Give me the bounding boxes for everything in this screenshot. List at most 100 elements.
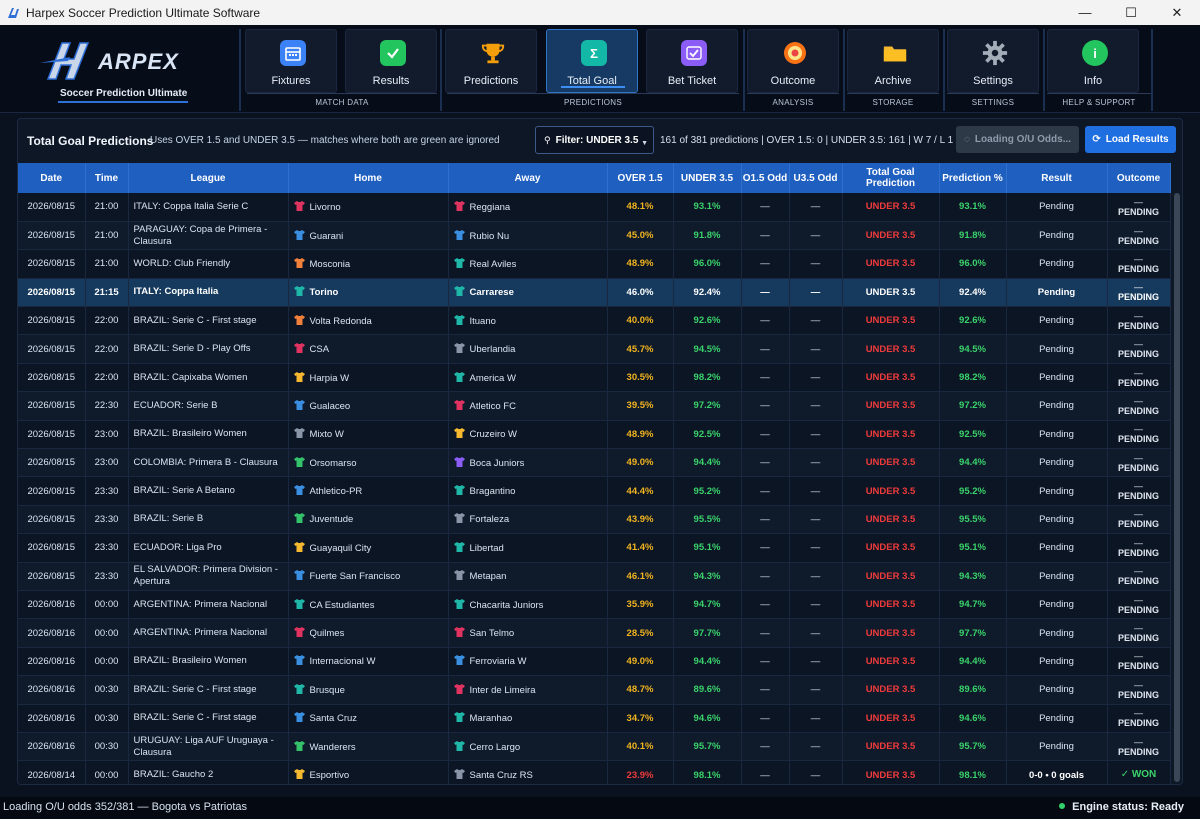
away-team-cell: Ferroviaria W — [448, 647, 608, 677]
u35-odd-cell: — — [789, 476, 843, 506]
under-3-5-cell: 94.5% — [673, 334, 742, 364]
column-header[interactable]: Total Goal Prediction — [842, 163, 940, 193]
panel-toolbar: Total Goal Predictions Uses OVER 1.5 and… — [18, 119, 1182, 161]
jersey-icon — [293, 257, 305, 268]
vertical-scrollbar[interactable] — [1174, 193, 1180, 782]
bet-ticket-button[interactable]: Bet Ticket — [646, 29, 738, 93]
outcome-dash: — — [1134, 367, 1143, 378]
table-row[interactable]: 2026/08/15 22:30 ECUADOR: Serie B Gualaceo A… — [18, 391, 1171, 421]
column-header[interactable]: UNDER 3.5 — [673, 163, 742, 193]
table-row[interactable]: 2026/08/15 21:00 PARAGUAY: Copa de Primera… — [18, 221, 1171, 251]
time-cell: 23:30 — [85, 505, 129, 535]
away-team-cell: Ituano — [448, 306, 608, 336]
column-header[interactable]: U3.5 Odd — [789, 163, 843, 193]
under-3-5-cell: 95.5% — [673, 505, 742, 535]
u35-odd-cell: — — [789, 704, 843, 733]
league-cell: URUGUAY: Liga AUF Uruguaya - Clausura — [128, 732, 289, 762]
fixtures-button[interactable]: Fixtures — [245, 29, 337, 93]
outcome-button[interactable]: Outcome — [747, 29, 839, 93]
column-header[interactable]: Outcome — [1107, 163, 1171, 193]
u35-odd-cell: — — [789, 278, 843, 308]
table-row[interactable]: 2026/08/14 00:00 BRAZIL: Gaucho 2 Esportivo… — [18, 760, 1171, 784]
under-3-5-cell: 93.1% — [673, 193, 742, 222]
column-header[interactable]: Away — [448, 163, 608, 193]
table-row[interactable]: 2026/08/16 00:00 BRAZIL: Brasileiro Women I… — [18, 647, 1171, 677]
close-button[interactable]: ✕ — [1171, 4, 1183, 20]
settings-button[interactable]: Settings — [947, 29, 1039, 93]
filter-dropdown[interactable]: ⚲ Filter: UNDER 3.5 ▼ — [535, 126, 654, 154]
column-header[interactable]: OVER 1.5 — [607, 163, 674, 193]
jersey-icon — [293, 200, 305, 211]
table-row[interactable]: 2026/08/15 21:15 ITALY: Coppa Italia Torino… — [18, 278, 1171, 308]
jersey-icon — [453, 683, 465, 694]
o15-odd-cell: — — [741, 334, 790, 364]
scrollbar-thumb[interactable] — [1174, 193, 1180, 782]
column-header[interactable]: Prediction % — [939, 163, 1007, 193]
table-row[interactable]: 2026/08/15 22:00 BRAZIL: Serie C - First s… — [18, 306, 1171, 336]
archive-button[interactable]: Archive — [847, 29, 939, 93]
table-row[interactable]: 2026/08/15 23:30 BRAZIL: Serie A Betano Ath… — [18, 476, 1171, 506]
away-team-cell: Libertad — [448, 533, 608, 563]
outcome-status: PENDING — [1117, 689, 1159, 700]
time-cell: 00:00 — [85, 760, 129, 784]
column-header[interactable]: Home — [288, 163, 449, 193]
time-cell: 00:00 — [85, 647, 129, 677]
table-row[interactable]: 2026/08/15 23:00 COLOMBIA: Primera B - Cla… — [18, 448, 1171, 478]
ribbon-separator — [1151, 29, 1153, 111]
outcome-dash: — — [1134, 537, 1143, 548]
column-header[interactable]: Result — [1006, 163, 1108, 193]
column-header[interactable]: Time — [85, 163, 129, 193]
predictions-button[interactable]: Predictions — [445, 29, 537, 93]
table-row[interactable]: 2026/08/15 23:30 ECUADOR: Liga Pro Guayaqui… — [18, 533, 1171, 563]
date-cell: 2026/08/16 — [18, 732, 86, 762]
u35-odd-cell: — — [789, 420, 843, 450]
table-row[interactable]: 2026/08/15 23:30 EL SALVADOR: Primera Divi… — [18, 562, 1171, 591]
u35-odd-cell: — — [789, 221, 843, 251]
column-header[interactable]: League — [128, 163, 289, 193]
away-team-name: Santa Cruz RS — [469, 770, 533, 781]
table-row[interactable]: 2026/08/15 22:00 BRAZIL: Capixaba Women Har… — [18, 363, 1171, 393]
o15-odd-cell: — — [741, 221, 790, 251]
table-row[interactable]: 2026/08/16 00:30 BRAZIL: Serie C - First s… — [18, 675, 1171, 705]
column-header[interactable]: Date — [18, 163, 86, 193]
table-row[interactable]: 2026/08/16 00:00 ARGENTINA: Primera Nacion… — [18, 618, 1171, 648]
home-team-name: Esportivo — [309, 770, 350, 781]
home-team-name: Mixto W — [309, 429, 344, 441]
jersey-icon — [293, 371, 305, 382]
home-team-name: Guayaquil City — [309, 542, 372, 554]
table-row[interactable]: 2026/08/15 23:30 BRAZIL: Serie B Juventude F… — [18, 505, 1171, 535]
over-1-5-cell: 48.9% — [607, 249, 674, 279]
away-team-name: Cerro Largo — [469, 741, 521, 753]
total-goal-prediction-cell: UNDER 3.5 — [842, 647, 940, 677]
table-row[interactable]: 2026/08/15 21:00 WORLD: Club Friendly Mosco… — [18, 249, 1171, 279]
jersey-icon — [453, 343, 465, 354]
engine-status: Engine status: Ready — [1059, 801, 1184, 813]
total-goal-prediction-cell: UNDER 3.5 — [842, 420, 940, 450]
table-row[interactable]: 2026/08/16 00:30 URUGUAY: Liga AUF Uruguay… — [18, 732, 1171, 762]
date-cell: 2026/08/16 — [18, 590, 86, 620]
table-row[interactable]: 2026/08/15 22:00 BRAZIL: Serie D - Play Of… — [18, 334, 1171, 364]
o15-odd-cell: — — [741, 618, 790, 648]
jersey-icon — [293, 456, 305, 467]
outcome-cell: — PENDING — [1107, 533, 1171, 563]
table-row[interactable]: 2026/08/15 23:00 BRAZIL: Brasileiro Women M… — [18, 420, 1171, 450]
date-cell: 2026/08/15 — [18, 278, 86, 308]
jersey-icon — [293, 513, 305, 524]
loading-ou-odds-button[interactable]: ◌ Loading O/U Odds... — [956, 126, 1079, 153]
home-team-name: Gualaceo — [309, 400, 351, 412]
outcome-dash: — — [1134, 339, 1143, 350]
column-header[interactable]: O1.5 Odd — [741, 163, 790, 193]
maximize-button[interactable]: ☐ — [1125, 4, 1137, 20]
results-button[interactable]: Results — [345, 29, 437, 93]
table-row[interactable]: 2026/08/16 00:00 ARGENTINA: Primera Nacion… — [18, 590, 1171, 620]
away-team-cell: Maranhao — [448, 704, 608, 733]
table-row[interactable]: 2026/08/15 21:00 ITALY: Coppa Italia Serie… — [18, 193, 1171, 222]
table-row[interactable]: 2026/08/16 00:30 BRAZIL: Serie C - First s… — [18, 704, 1171, 733]
total-goal-button[interactable]: Σ Total Goal — [546, 29, 638, 93]
u35-odd-cell: — — [789, 760, 843, 784]
ribbon-separator — [239, 29, 241, 111]
info-button[interactable]: i Info — [1047, 29, 1139, 93]
load-results-button[interactable]: ⟳ Load Results — [1085, 126, 1176, 153]
minimize-button[interactable]: — — [1078, 5, 1092, 20]
total-goal-panel: Total Goal Predictions Uses OVER 1.5 and… — [17, 118, 1183, 785]
